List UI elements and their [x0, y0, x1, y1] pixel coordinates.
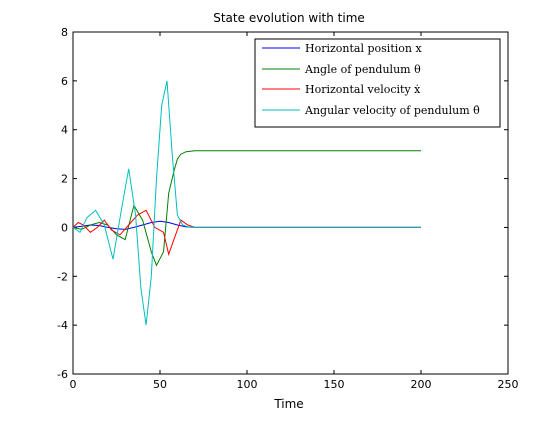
- chart-title: State evolution with time: [213, 11, 365, 25]
- y-tick-label: 2: [61, 173, 68, 186]
- x-tick-label: 250: [498, 378, 519, 391]
- y-tick-label: 4: [61, 124, 68, 137]
- y-tick-label: -4: [57, 319, 68, 332]
- series-line-2: [72, 150, 421, 267]
- legend-label: Horizontal velocity ẋ: [305, 83, 421, 96]
- x-tick-label: 200: [411, 378, 432, 391]
- series-layer: [72, 80, 421, 326]
- series-line-1: [72, 220, 421, 230]
- legend-label: Horizontal position x: [305, 42, 422, 55]
- y-tick-label: 6: [61, 75, 68, 88]
- legend-box: [254, 38, 501, 128]
- legend-entry: Horizontal position x: [262, 42, 422, 55]
- x-axis-label: Time: [273, 397, 303, 411]
- legend-entry: Angular velocity of pendulum θ̇: [262, 104, 480, 117]
- legend-entry: Angle of pendulum θ: [262, 63, 421, 76]
- legend-entry: Horizontal velocity ẋ: [262, 83, 421, 96]
- x-tick-label: 100: [237, 378, 258, 391]
- series-line-4: [72, 80, 421, 326]
- y-tick-label: -6: [57, 368, 68, 381]
- y-tick-label: -2: [57, 270, 68, 283]
- y-tick-label: 8: [61, 26, 68, 39]
- y-tick-label: 0: [61, 221, 68, 234]
- axis-ticks: 0 50 100 150 200 250 -6 -4 -2 0 2 4 6 8: [57, 26, 518, 391]
- legend-label: Angular velocity of pendulum θ̇: [304, 104, 480, 117]
- x-tick-label: 0: [70, 378, 77, 391]
- x-tick-label: 150: [324, 378, 345, 391]
- legend-label: Angle of pendulum θ: [304, 63, 421, 76]
- series-line-3: [72, 209, 421, 257]
- legend: Horizontal position x Angle of pendulum θ…: [254, 38, 501, 128]
- x-tick-label: 50: [153, 378, 167, 391]
